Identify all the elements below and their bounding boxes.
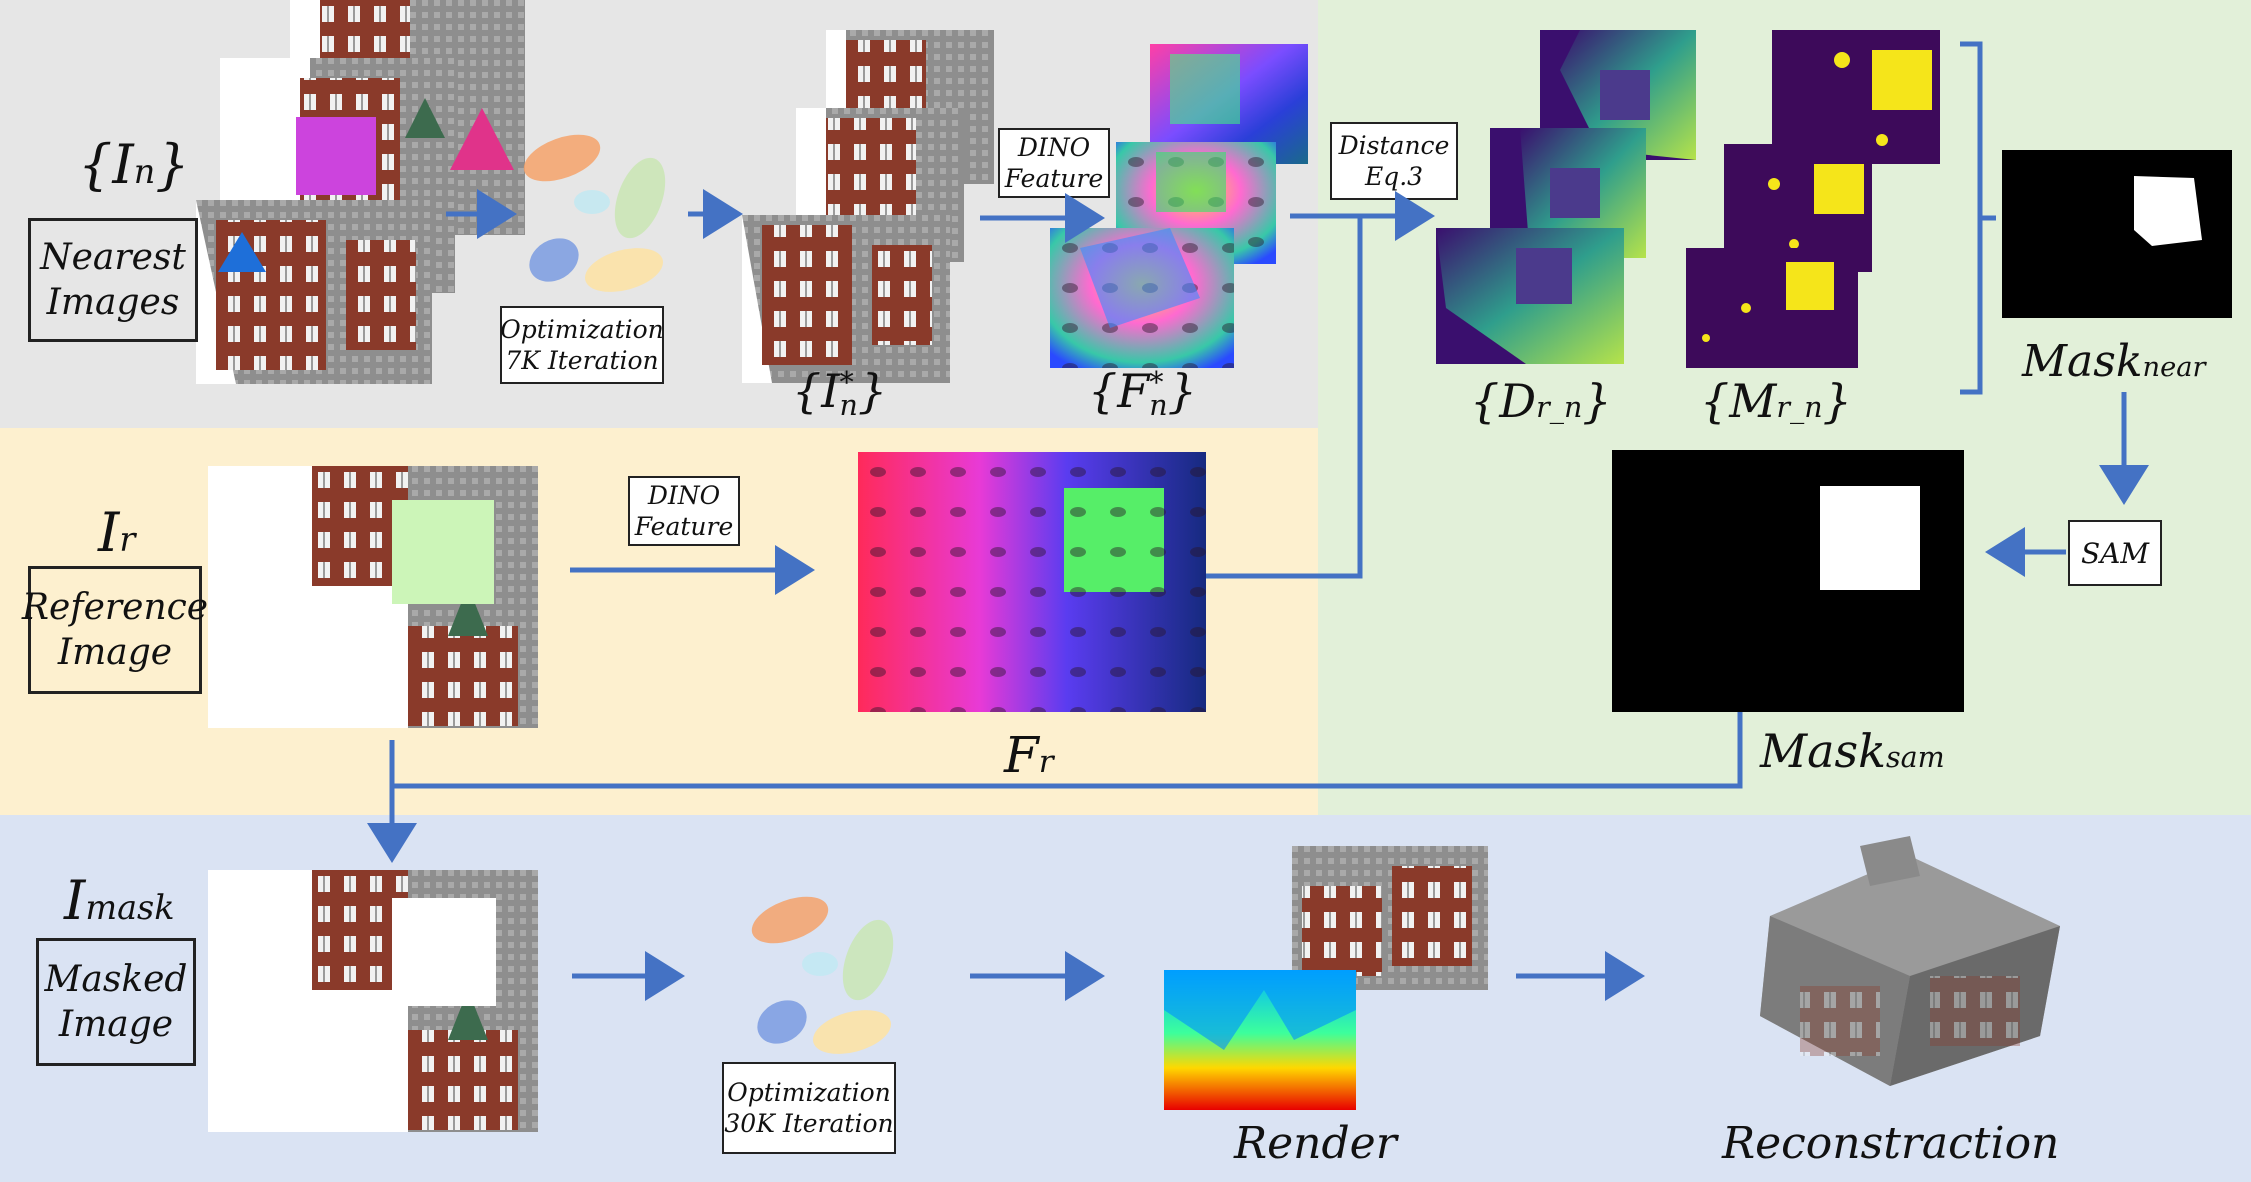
label-In-star: {I * n} bbox=[792, 364, 888, 422]
render-depth-image bbox=[1164, 970, 1356, 1110]
reference-image-box: Reference Image bbox=[22, 566, 208, 694]
purple-occluder bbox=[296, 117, 376, 195]
white-mask-region bbox=[392, 898, 496, 1006]
gaussian-splat-icon bbox=[523, 134, 666, 292]
label-render: Render bbox=[1234, 1118, 1397, 1169]
label-Ir: Ir bbox=[98, 501, 136, 564]
blue-triangle bbox=[218, 232, 266, 272]
magenta-triangle bbox=[450, 108, 514, 170]
nearest-images-box: Nearest Images bbox=[28, 218, 198, 342]
distance-box: Distance Eq.3 bbox=[1330, 122, 1458, 200]
label-mask-near: Masknear bbox=[2022, 336, 2206, 387]
label-Imask: Imask bbox=[64, 869, 175, 932]
label-Drn: {Dr_n} bbox=[1470, 374, 1612, 428]
mask-map-3 bbox=[1772, 30, 1940, 164]
label-Mrn: {Mr_n} bbox=[1700, 374, 1852, 428]
gaussian-splat-icon-bottom bbox=[751, 896, 894, 1054]
optimized-image-1 bbox=[742, 215, 950, 383]
mask-near-image bbox=[2002, 150, 2232, 318]
green-occluder bbox=[392, 500, 494, 604]
distance-map-3 bbox=[1540, 30, 1696, 160]
mask-map-1 bbox=[1686, 248, 1858, 368]
render-rgb-image bbox=[1292, 846, 1488, 990]
label-In: {In} bbox=[78, 133, 190, 196]
masked-image-box: Masked Image bbox=[36, 938, 196, 1066]
sam-box: SAM bbox=[2068, 520, 2162, 586]
nearest-image-1 bbox=[196, 200, 432, 384]
optimization-7k-box: Optimization 7K Iteration bbox=[500, 306, 664, 384]
feature-map-1 bbox=[1050, 228, 1234, 368]
reconstruction-model bbox=[1760, 836, 2060, 1086]
dino-feature-top-box: DINO Feature bbox=[998, 128, 1110, 198]
label-reconstruction: Reconstraction bbox=[1722, 1118, 2060, 1169]
label-Fr: Fr bbox=[1004, 726, 1054, 784]
optimization-30k-box: Optimization 30K Iteration bbox=[722, 1062, 896, 1154]
mask-sam-image bbox=[1612, 450, 1964, 712]
reference-feature-map bbox=[858, 452, 1206, 712]
label-Fn-star: {F * n} bbox=[1088, 364, 1197, 422]
distance-map-1 bbox=[1436, 228, 1624, 364]
dino-feature-mid-box: DINO Feature bbox=[628, 476, 740, 546]
label-mask-sam: Masksam bbox=[1760, 724, 1945, 778]
